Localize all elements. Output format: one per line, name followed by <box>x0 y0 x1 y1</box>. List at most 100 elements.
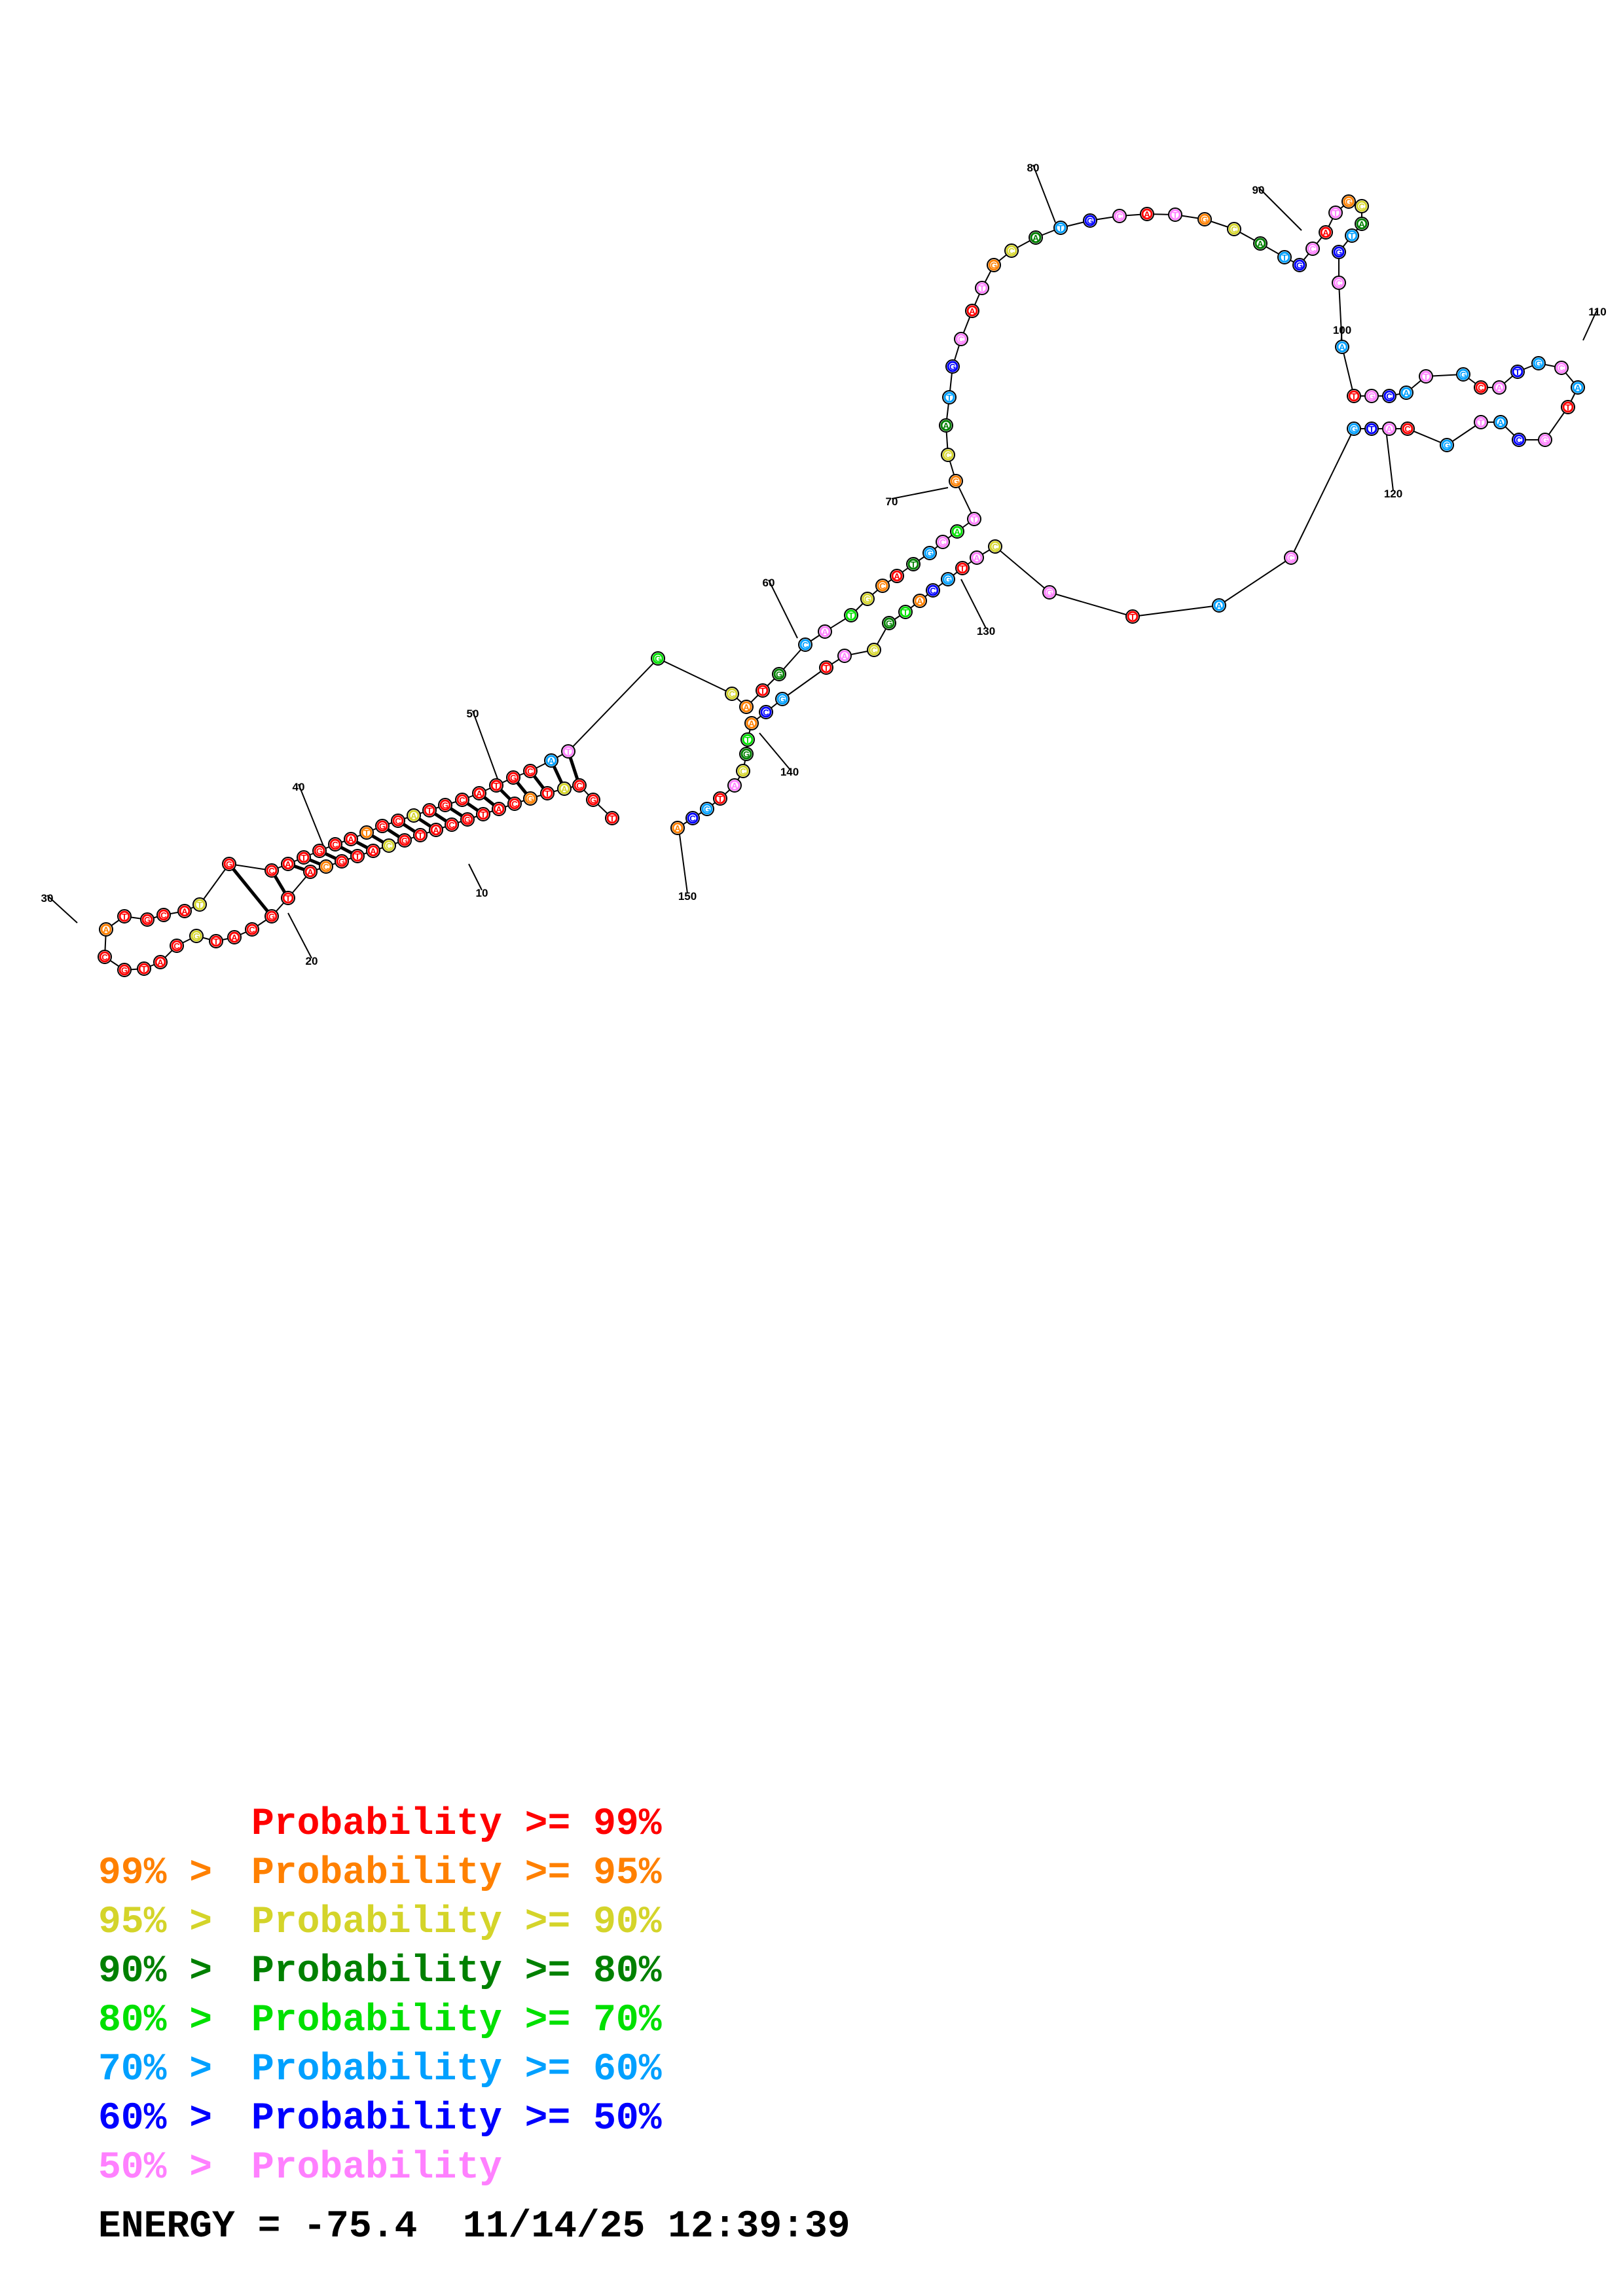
nucleotide: C <box>1355 199 1369 213</box>
backbone-segment <box>568 658 659 752</box>
nucleotide-letter: C <box>879 581 886 591</box>
nucleotide-letter: C <box>386 841 392 851</box>
nucleotide: A <box>1140 207 1154 221</box>
nucleotide: A <box>1382 422 1396 436</box>
nucleotide: T <box>975 281 989 295</box>
probability-ring <box>1533 357 1544 369</box>
nucleotide: G <box>922 546 937 560</box>
nucleotide-letter: T <box>1333 208 1338 218</box>
probability-ring <box>900 606 911 618</box>
nucleotide: G <box>1341 194 1356 209</box>
nucleotide: A <box>1253 236 1267 251</box>
nucleotide: A <box>1399 386 1413 400</box>
nucleotide-letter: A <box>1257 239 1264 249</box>
legend-text: Probability >= 95% <box>251 1852 662 1895</box>
nucleotide-letter: A <box>1403 388 1410 398</box>
nucleotide: C <box>382 838 396 853</box>
position-label: 70 <box>886 495 898 508</box>
nucleotide: T <box>209 934 223 948</box>
nucleotide: G <box>651 651 665 666</box>
nucleotide-letter: C <box>395 816 401 826</box>
probability-ring <box>266 910 278 922</box>
nucleotide-letter: G <box>144 915 151 925</box>
nucleotide-letter: T <box>427 806 432 816</box>
probability-ring <box>606 812 618 824</box>
nucleotide: T <box>561 744 575 759</box>
nucleotide-letter: T <box>903 607 908 617</box>
legend-row: 95% > Probability >= 90% <box>98 1898 662 1947</box>
nucleotide-letter: A <box>943 421 949 431</box>
nucleotide: T <box>359 825 374 840</box>
probability-ring <box>1279 251 1290 263</box>
nucleotide: T <box>1125 609 1140 624</box>
probability-ring <box>1320 226 1332 238</box>
probability-ring <box>773 668 785 680</box>
probability-ring <box>672 822 684 834</box>
nucleotide-letter: C <box>511 799 518 809</box>
nucleotide: G <box>335 854 349 869</box>
probability-ring <box>507 772 519 783</box>
legend-text: Probability >= 99% <box>251 1803 662 1846</box>
probability-ring <box>493 803 505 815</box>
legend-text: Probability >= 50% <box>251 2098 662 2140</box>
nucleotide: G <box>460 812 475 827</box>
backbone-segment <box>199 863 230 905</box>
nucleotide: T <box>413 828 428 842</box>
nucleotide: A <box>344 832 358 846</box>
probability-ring <box>282 892 294 904</box>
nucleotide-letter: A <box>1359 219 1365 229</box>
energy-line: ENERGY = -75.4 11/14/25 12:39:39 <box>98 2206 850 2248</box>
legend-prefix: 95% > <box>98 1901 235 1944</box>
probability-ring <box>376 820 388 832</box>
probability-ring <box>989 541 1001 552</box>
position-label: 40 <box>293 781 305 793</box>
nucleotide-letter: A <box>433 825 439 835</box>
probability-ring <box>1493 382 1505 393</box>
probability-ring <box>924 547 936 559</box>
nucleotide-letter: G <box>1046 588 1053 598</box>
nucleotide: C <box>798 637 812 652</box>
nucleotide: A <box>970 550 984 565</box>
probability-ring <box>1366 390 1377 402</box>
position-labels: 10 20 30 40 50 60 70 80 90 100 110 120 130 140 150 <box>41 162 1607 967</box>
probability-ring <box>414 829 426 841</box>
backbone-segment <box>782 667 827 700</box>
probability-ring <box>1336 341 1348 353</box>
nucleotide: T <box>605 811 619 825</box>
nucleotide-letter: A <box>1032 233 1039 243</box>
nucleotide: G <box>1538 433 1552 447</box>
nucleotide: G <box>222 857 236 871</box>
probability-ring <box>1539 434 1551 446</box>
probability-ring <box>943 391 955 403</box>
probability-ring <box>883 617 895 629</box>
probability-ring <box>587 794 599 806</box>
nucleotide-letter: A <box>181 906 188 916</box>
probability-ring <box>399 834 410 846</box>
nucleotide: G <box>264 909 279 924</box>
nucleotide-letter: C <box>763 708 769 717</box>
probability-ring <box>819 626 831 637</box>
nucleotide-letter: T <box>824 663 829 673</box>
nucleotide: T <box>1419 369 1433 384</box>
nucleotide: C <box>572 778 587 793</box>
position-label: 100 <box>1333 324 1351 336</box>
nucleotide: C <box>1227 222 1241 236</box>
nucleotide: T <box>422 803 437 817</box>
nucleotide: T <box>1561 400 1575 414</box>
probability-ring <box>99 951 111 963</box>
nucleotide-letter: C <box>1516 435 1522 445</box>
nucleotide: G <box>700 802 714 816</box>
probability-ring <box>1084 215 1096 226</box>
nucleotide: A <box>1212 598 1226 613</box>
nucleotide-letter: G <box>953 476 959 486</box>
nucleotide-letter: C <box>323 862 329 872</box>
nucleotide-letter: T <box>745 735 750 745</box>
nucleotide-letter: C <box>1336 278 1342 288</box>
legend-prefix: 70% > <box>98 2049 235 2091</box>
nucleotide: A <box>429 823 443 837</box>
nucleotide: C <box>1332 276 1346 290</box>
probability-ring <box>191 930 202 942</box>
nucleotide-letter: G <box>864 594 871 604</box>
nucleotide-letter: C <box>1359 202 1365 211</box>
nucleotide: C <box>156 908 171 922</box>
